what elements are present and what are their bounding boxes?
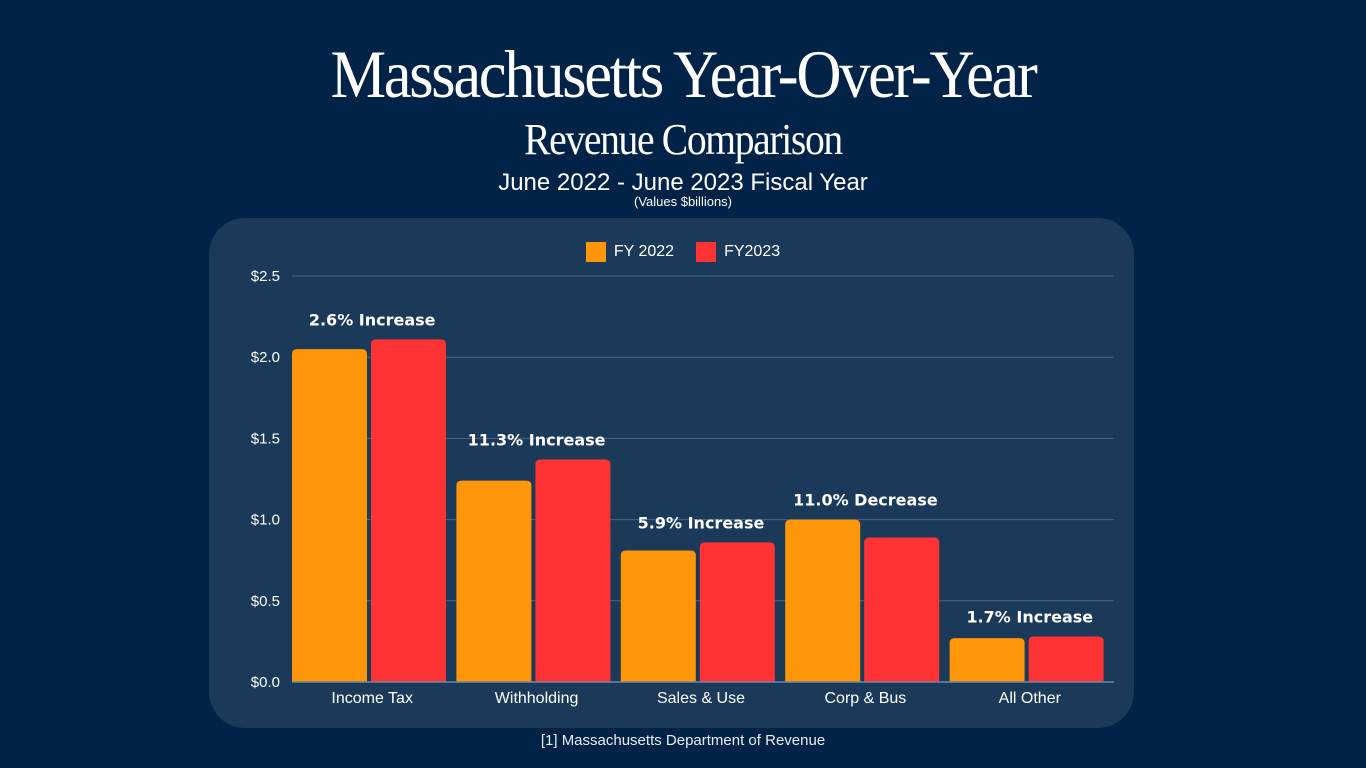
y-tick-label: $2.0 (251, 349, 280, 366)
change-annotation: 1.7% Increase (966, 608, 1093, 627)
legend-swatch-fy2022 (585, 242, 606, 262)
change-annotation: 11.0% Decrease (793, 491, 938, 510)
bar-fy2022 (620, 550, 696, 682)
bar-fy2022 (949, 638, 1025, 682)
bar-fy2022 (456, 480, 532, 682)
x-tick-label: Corp & Bus (824, 690, 906, 707)
change-annotation: 5.9% Increase (638, 513, 765, 532)
bar-fy2023 (371, 339, 446, 682)
bar-fy2023 (864, 537, 940, 682)
bar-fy2022 (785, 519, 861, 682)
y-tick-label: $1.5 (251, 430, 280, 447)
x-tick-label: Withholding (495, 690, 579, 707)
bar-fy2023 (1028, 636, 1104, 682)
x-tick-label: All Other (999, 690, 1062, 707)
chart-title: Massachusetts Year-Over-Year (330, 36, 1037, 112)
legend-swatch-fy2023 (696, 242, 717, 262)
fiscal-period: June 2022 - June 2023 Fiscal Year (498, 169, 868, 196)
x-tick-label: Sales & Use (657, 690, 745, 707)
legend-item-fy2022: FY 2022 (585, 242, 675, 262)
y-tick-label: $2.5 (251, 268, 280, 285)
legend-label-fy2023: FY2023 (724, 243, 781, 260)
legend-item-fy2023: FY2023 (696, 242, 780, 262)
y-tick-label: $0.5 (251, 593, 280, 610)
legend: FY 2022 FY2023 (0, 242, 1366, 262)
units-note: (Values $billions) (633, 194, 733, 209)
change-annotation: 11.3% Increase (468, 431, 606, 450)
y-tick-label: $0.0 (251, 674, 280, 691)
y-tick-label: $1.0 (251, 512, 280, 529)
legend-label-fy2022: FY 2022 (613, 243, 675, 260)
source-citation: [1] Massachusetts Department of Revenue (540, 732, 826, 749)
chart-subtitle: Revenue Comparison (524, 115, 843, 164)
bar-fy2022 (292, 349, 367, 682)
bar-fy2023 (699, 542, 775, 682)
bar-fy2023 (535, 459, 611, 682)
x-tick-label: Income Tax (331, 690, 413, 707)
change-annotation: 2.6% Increase (309, 310, 436, 329)
